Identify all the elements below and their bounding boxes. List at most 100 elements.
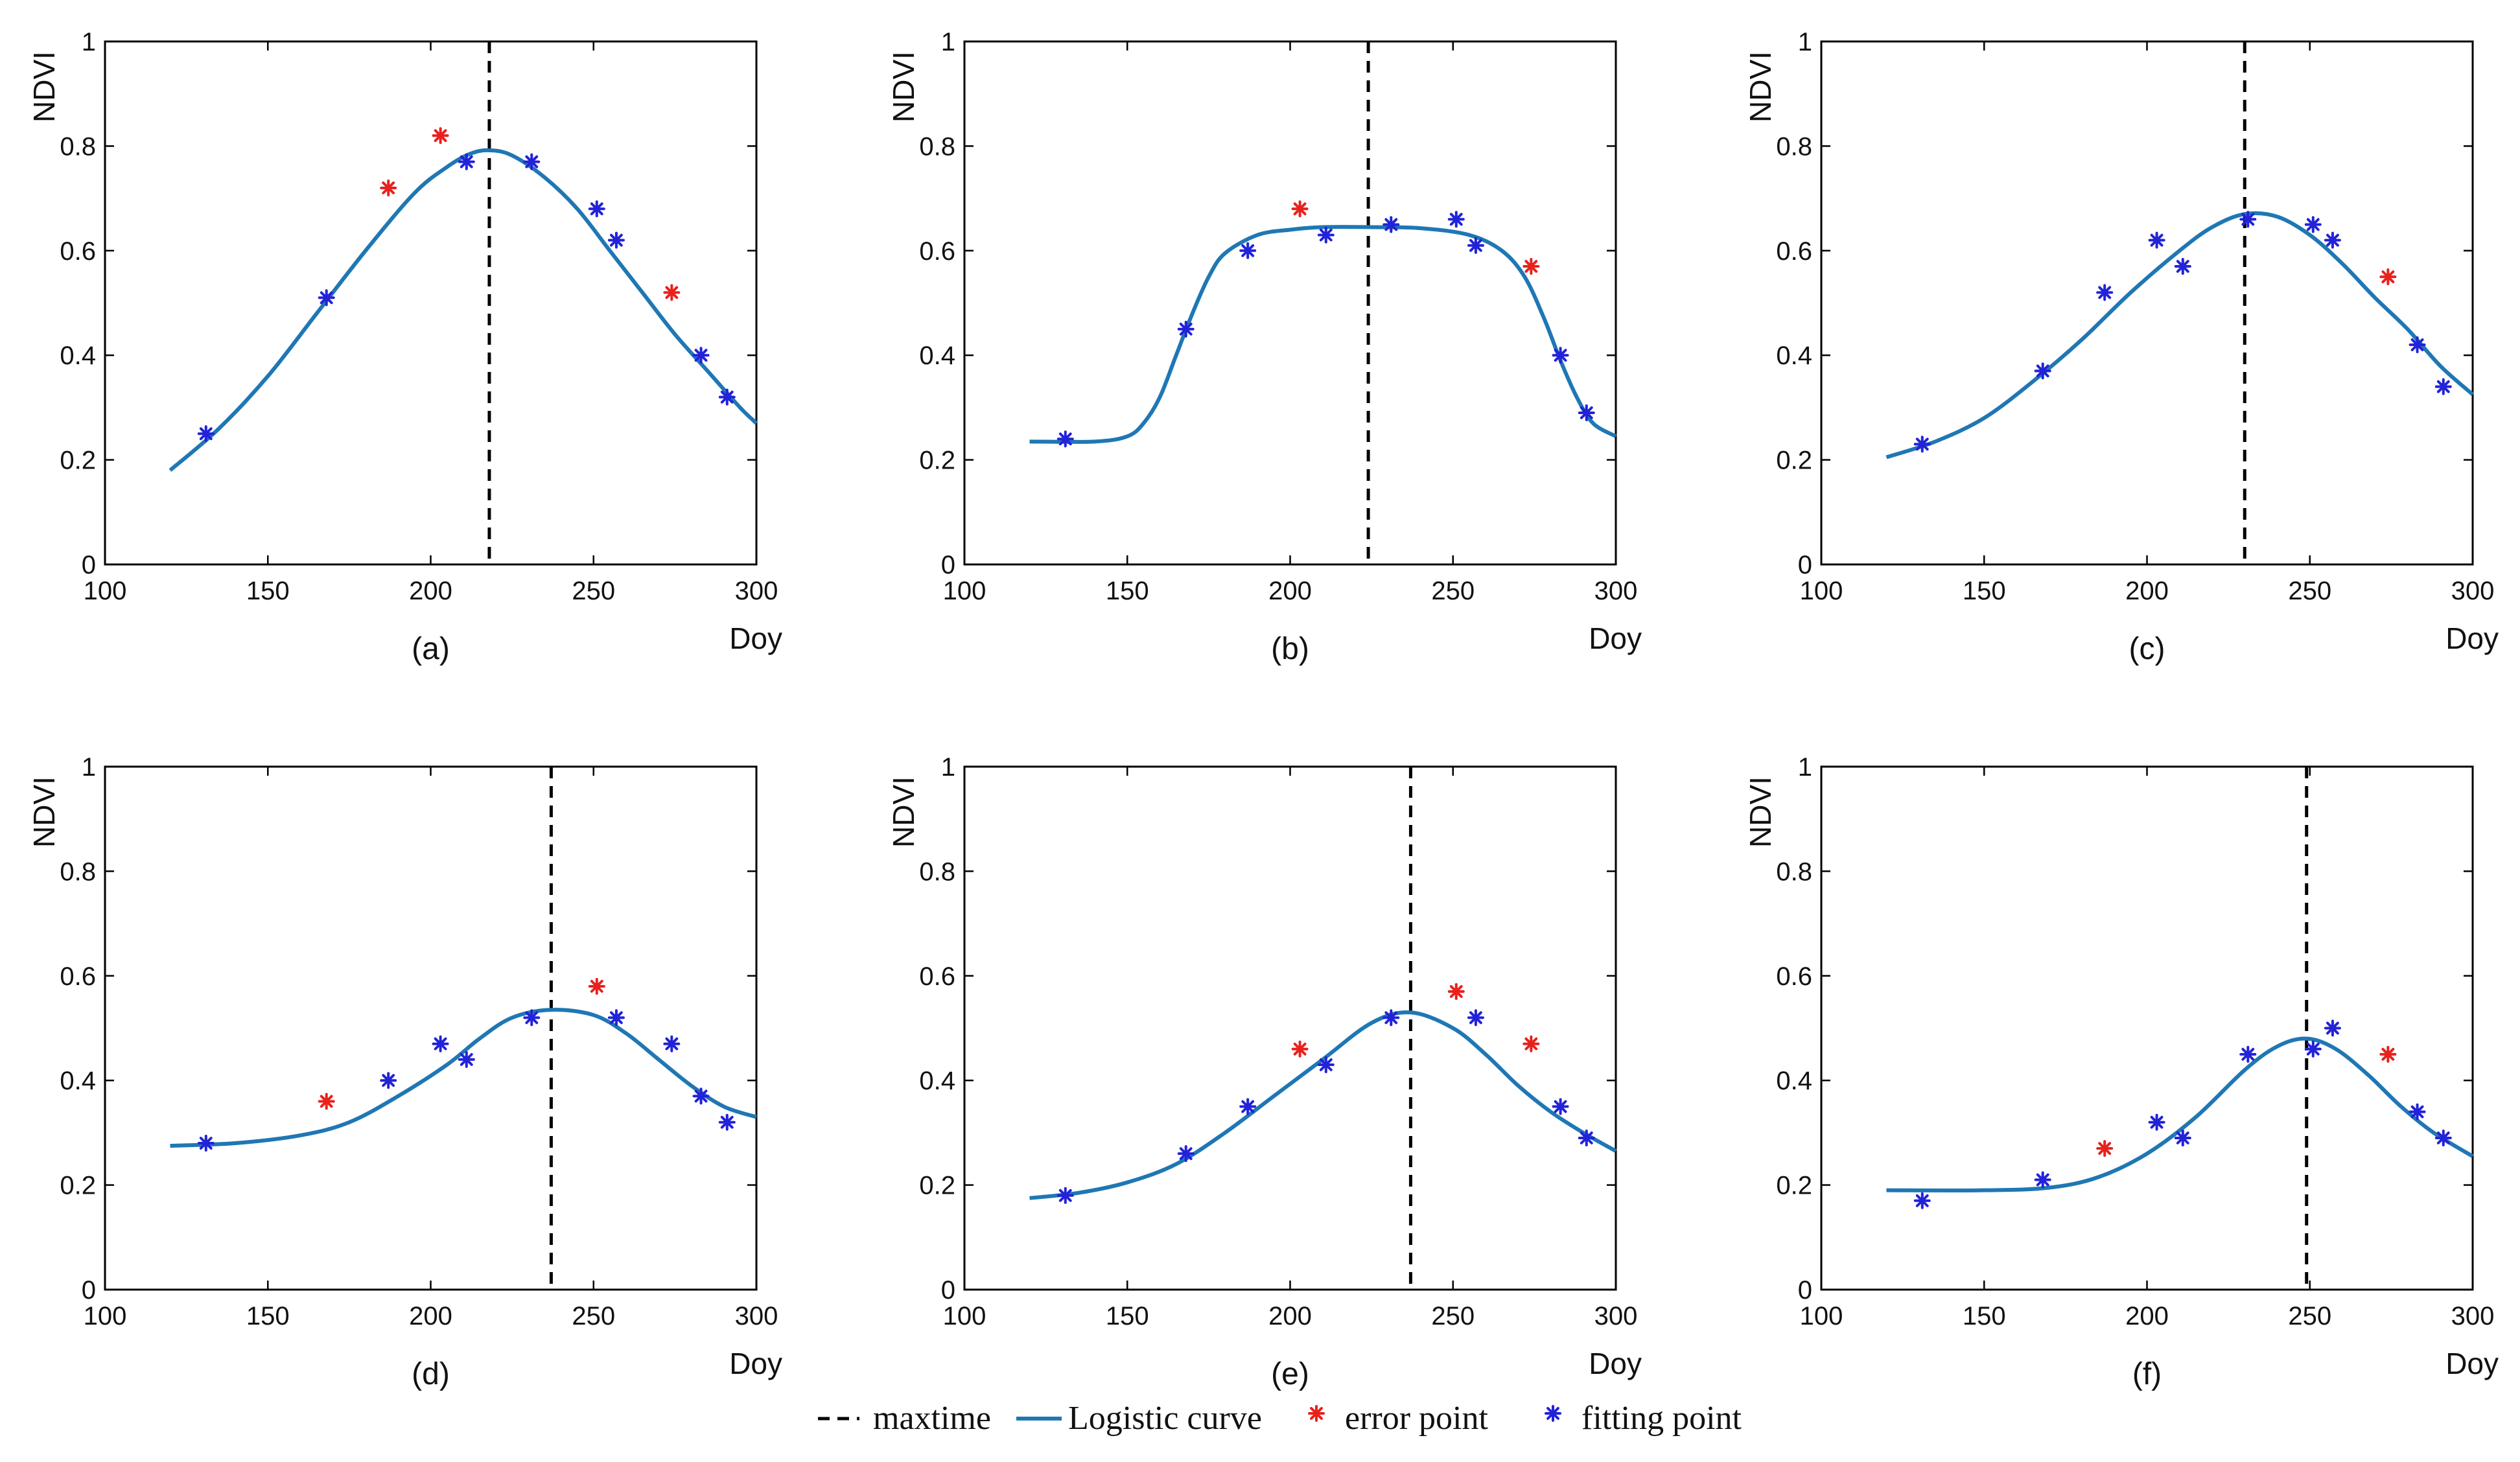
y-tick-label: 0.2 <box>60 1172 96 1200</box>
logistic-curve <box>1885 211 2474 459</box>
fitting-point <box>1056 430 1074 448</box>
x-tick-label: 300 <box>2451 1302 2495 1330</box>
x-axis-label: Doy <box>729 621 782 655</box>
y-axis-label: NDVI <box>1744 776 1777 848</box>
x-tick-label: 200 <box>409 577 452 605</box>
y-axis-label: NDVI <box>1744 51 1777 122</box>
error-point <box>2379 268 2397 286</box>
fitting-point <box>1317 226 1335 244</box>
chart-panel-e: 100 150 200 250 300 0 0.2 0.4 0.6 0.8 1 NDVI Doy (e) <box>887 753 1642 1391</box>
fitting-point <box>1578 404 1595 421</box>
fitting-point <box>2324 1019 2341 1037</box>
legend-item-curve: Logistic curve <box>1016 1400 1262 1437</box>
x-tick-label: 300 <box>1594 1302 1638 1330</box>
fitting-point <box>2434 378 2452 395</box>
x-tick-label: 250 <box>1431 577 1475 605</box>
x-tick-label: 200 <box>1268 1302 1312 1330</box>
logistic-curve <box>170 1008 757 1148</box>
x-tick-label: 100 <box>943 1302 986 1330</box>
y-tick-label: 0.6 <box>919 237 955 266</box>
fitting-point <box>663 1035 681 1052</box>
x-tick-label: 150 <box>1106 577 1149 605</box>
y-tick-label: 1 <box>82 753 96 782</box>
x-tick-label: 300 <box>735 577 778 605</box>
x-tick-label: 250 <box>2288 1302 2331 1330</box>
fitting-point <box>692 347 710 364</box>
legend-error-star <box>1308 1405 1325 1422</box>
x-tick-label: 150 <box>1106 1302 1149 1330</box>
panels: 100 150 200 250 30000.20.40.60.81NDVIDoy(a)1… <box>27 28 2499 1391</box>
x-tick-label: 250 <box>572 577 615 605</box>
fitting-point <box>2034 362 2051 380</box>
fitting-point <box>523 153 541 170</box>
error-point <box>1291 200 1309 218</box>
y-tick-label: 0 <box>941 1276 955 1305</box>
error-point <box>1447 983 1465 1001</box>
legend-label: maxtime <box>873 1400 991 1437</box>
y-tick-label: 0 <box>1798 1276 1812 1305</box>
chart-panel-c: 100 150 200 250 300 0 0.2 0.4 0.6 0.8 1 NDVI Doy (c) <box>1744 28 2499 666</box>
x-tick-label: 300 <box>735 1302 778 1330</box>
x-axis-label: Doy <box>1589 621 1642 655</box>
plot-frame <box>104 765 758 1291</box>
fitting-point <box>1578 1129 1595 1146</box>
x-tick-label: 300 <box>2451 577 2495 605</box>
x-tick-label: 150 <box>246 1302 290 1330</box>
x-axis-label: Doy <box>2445 1347 2499 1380</box>
legend-fitting-star <box>1545 1405 1561 1422</box>
y-tick-label: 0.8 <box>1776 132 1812 161</box>
error-point <box>432 127 449 145</box>
plot-frame <box>963 40 1617 566</box>
fitting-point <box>718 1113 736 1131</box>
fitting-point <box>197 1135 215 1152</box>
fitting-point <box>458 1050 475 1068</box>
panel-title: (e) <box>1271 1357 1309 1391</box>
fitting-point <box>718 388 736 406</box>
x-tick-label: 250 <box>2288 577 2331 605</box>
y-axis-label: NDVI <box>27 51 61 122</box>
x-axis-label: Doy <box>729 1347 782 1380</box>
legend-item-maxtime: maxtime <box>818 1400 991 1437</box>
fitting-point <box>1552 1098 1569 1115</box>
fitting-point <box>1913 435 1931 453</box>
x-tick-label: 100 <box>84 577 127 605</box>
y-tick-label: 0.4 <box>1776 1067 1812 1095</box>
error-point <box>1522 258 1540 275</box>
panel-title: (f) <box>2132 1357 2162 1391</box>
chart-panel-b: 100 150 200 250 300 0 0.2 0.4 0.6 0.8 1 NDVI Doy (b) <box>887 28 1642 666</box>
y-tick-label: 0.6 <box>60 962 96 991</box>
x-tick-label: 100 <box>84 1302 127 1330</box>
logistic-curve <box>1029 225 1617 444</box>
legend-label: Logistic curve <box>1068 1400 1262 1437</box>
y-tick-label: 0.6 <box>919 962 955 991</box>
fitting-point <box>607 231 625 249</box>
fitting-point <box>1056 1187 1074 1204</box>
y-tick-label: 1 <box>82 28 96 56</box>
plot-frame <box>104 40 758 566</box>
x-tick-label: 150 <box>1963 577 2006 605</box>
x-tick-label: 200 <box>1268 577 1312 605</box>
panel-title: (c) <box>2129 632 2165 666</box>
y-tick-label: 1 <box>1798 753 1812 782</box>
plot-frame <box>1820 40 2474 566</box>
error-point <box>2096 1140 2114 1157</box>
fitting-point <box>380 1072 397 1089</box>
fitting-point <box>2148 231 2165 249</box>
fitting-point <box>1447 211 1465 228</box>
x-tick-label: 200 <box>2125 577 2169 605</box>
x-tick-label: 100 <box>943 577 986 605</box>
legend-label: fitting point <box>1581 1400 1742 1437</box>
y-axis-label: NDVI <box>27 776 61 848</box>
fitting-point <box>2409 1103 2426 1120</box>
y-tick-label: 0.2 <box>919 1172 955 1200</box>
fitting-point <box>1382 216 1400 233</box>
x-axis-label: Doy <box>2445 621 2499 655</box>
x-tick-label: 250 <box>572 1302 615 1330</box>
y-axis-label: NDVI <box>887 776 920 848</box>
y-tick-label: 0.8 <box>60 857 96 886</box>
y-tick-label: 0.4 <box>919 342 955 370</box>
fitting-point <box>2239 211 2257 228</box>
legend-item-error: error point <box>1308 1400 1488 1437</box>
fitting-point <box>2174 1129 2191 1146</box>
fitting-point <box>458 153 475 170</box>
